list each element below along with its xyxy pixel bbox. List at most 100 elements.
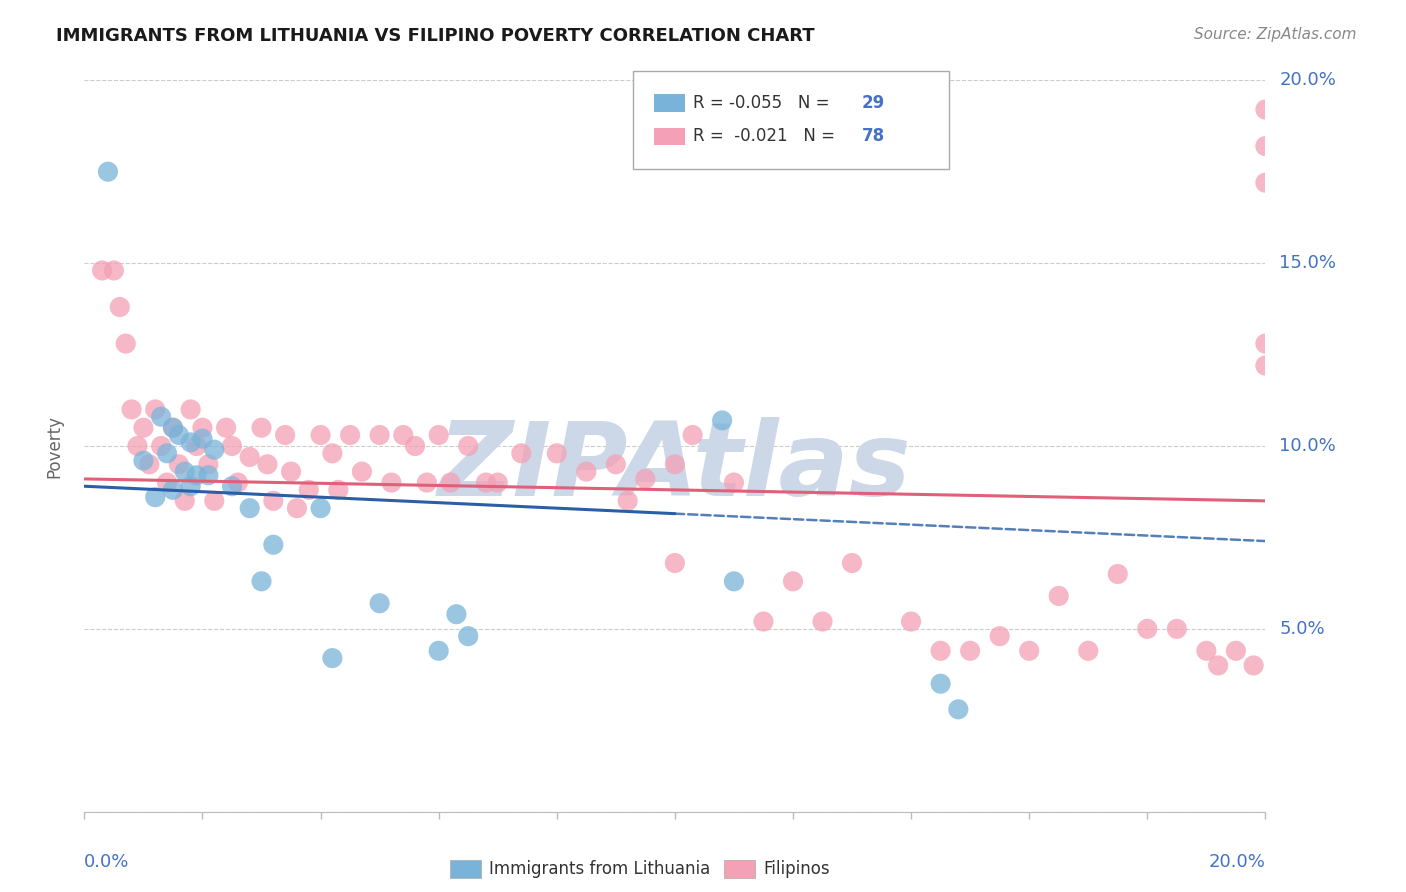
- Point: [150, 409, 173, 424]
- Point: [162, 421, 184, 435]
- Point: [475, 475, 498, 490]
- Point: [339, 428, 361, 442]
- Point: [1225, 644, 1247, 658]
- Text: Source: ZipAtlas.com: Source: ZipAtlas.com: [1194, 27, 1357, 42]
- Point: [664, 457, 686, 471]
- Point: [197, 468, 219, 483]
- Point: [1254, 176, 1277, 190]
- Point: [250, 421, 273, 435]
- Point: [321, 651, 343, 665]
- Text: 0.0%: 0.0%: [84, 854, 129, 871]
- Point: [114, 336, 136, 351]
- Point: [1254, 139, 1277, 153]
- Text: 78: 78: [862, 128, 884, 145]
- Point: [723, 574, 745, 589]
- Point: [221, 479, 243, 493]
- Point: [575, 465, 598, 479]
- Point: [510, 446, 533, 460]
- Point: [239, 501, 262, 516]
- Point: [605, 457, 627, 471]
- Point: [202, 494, 225, 508]
- Point: [143, 490, 166, 504]
- Point: [143, 402, 166, 417]
- Point: [634, 472, 657, 486]
- Point: [664, 556, 686, 570]
- Text: 29: 29: [862, 94, 886, 112]
- Point: [167, 428, 190, 442]
- Point: [1018, 644, 1040, 658]
- Point: [309, 501, 332, 516]
- Point: [191, 421, 214, 435]
- Point: [616, 494, 638, 508]
- Point: [250, 574, 273, 589]
- Text: 10.0%: 10.0%: [1279, 437, 1336, 455]
- Text: 20.0%: 20.0%: [1209, 854, 1265, 871]
- Point: [197, 457, 219, 471]
- Point: [841, 556, 863, 570]
- Y-axis label: Poverty: Poverty: [45, 415, 63, 477]
- Point: [226, 475, 249, 490]
- Point: [350, 465, 373, 479]
- Point: [416, 475, 439, 490]
- Point: [457, 629, 479, 643]
- Point: [1195, 644, 1218, 658]
- Point: [191, 432, 214, 446]
- Text: R =  -0.021   N =: R = -0.021 N =: [693, 128, 841, 145]
- Point: [368, 596, 391, 610]
- Point: [427, 644, 450, 658]
- Point: [162, 483, 184, 497]
- Point: [202, 442, 225, 457]
- Point: [262, 538, 284, 552]
- Point: [274, 428, 297, 442]
- Text: 15.0%: 15.0%: [1279, 254, 1336, 272]
- Point: [446, 607, 468, 622]
- Point: [1254, 359, 1277, 373]
- Point: [988, 629, 1011, 643]
- Point: [948, 702, 970, 716]
- Point: [682, 428, 704, 442]
- Point: [752, 615, 775, 629]
- Point: [91, 263, 114, 277]
- Point: [1254, 103, 1277, 117]
- Point: [262, 494, 284, 508]
- Point: [285, 501, 308, 516]
- Point: [1166, 622, 1188, 636]
- Point: [173, 465, 195, 479]
- Text: R = -0.055   N =: R = -0.055 N =: [693, 94, 835, 112]
- Text: 20.0%: 20.0%: [1279, 71, 1336, 89]
- Point: [427, 428, 450, 442]
- Point: [1254, 336, 1277, 351]
- Point: [180, 402, 202, 417]
- Text: IMMIGRANTS FROM LITHUANIA VS FILIPINO POVERTY CORRELATION CHART: IMMIGRANTS FROM LITHUANIA VS FILIPINO PO…: [56, 27, 815, 45]
- Point: [1136, 622, 1159, 636]
- Point: [186, 439, 208, 453]
- Point: [256, 457, 278, 471]
- Point: [457, 439, 479, 453]
- Point: [811, 615, 834, 629]
- Point: [180, 479, 202, 493]
- Point: [404, 439, 426, 453]
- Point: [711, 413, 734, 427]
- Point: [486, 475, 509, 490]
- Point: [380, 475, 402, 490]
- Point: [221, 439, 243, 453]
- Point: [723, 475, 745, 490]
- Point: [1206, 658, 1229, 673]
- Point: [439, 475, 461, 490]
- Point: [309, 428, 332, 442]
- Point: [900, 615, 922, 629]
- Point: [167, 457, 190, 471]
- Point: [127, 439, 149, 453]
- Point: [162, 421, 184, 435]
- Point: [97, 164, 120, 178]
- Point: [321, 446, 343, 460]
- Point: [150, 439, 173, 453]
- Point: [173, 494, 195, 508]
- Text: 5.0%: 5.0%: [1279, 620, 1324, 638]
- Point: [298, 483, 321, 497]
- Point: [138, 457, 160, 471]
- Point: [180, 435, 202, 450]
- Point: [368, 428, 391, 442]
- Text: Filipinos: Filipinos: [763, 860, 830, 878]
- Point: [1107, 567, 1129, 582]
